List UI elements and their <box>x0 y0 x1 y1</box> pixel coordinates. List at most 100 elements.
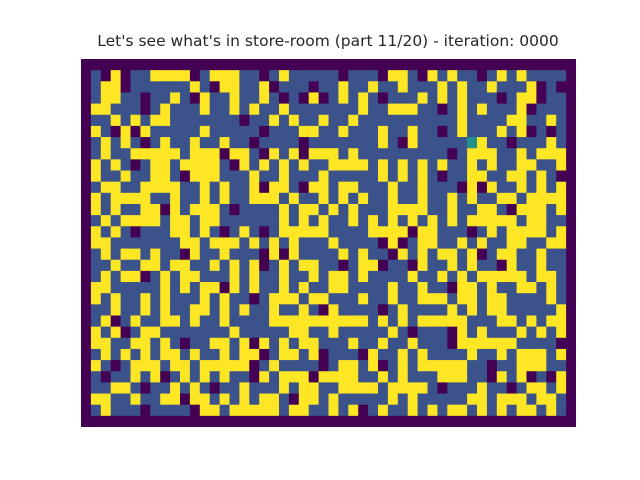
floor-cell <box>259 114 270 127</box>
box-cell <box>120 270 131 283</box>
floor-cell <box>556 125 567 138</box>
floor-cell <box>496 237 508 249</box>
floor-cell <box>437 226 448 238</box>
box-cell <box>140 203 151 216</box>
box-cell <box>387 203 399 216</box>
box-cell <box>427 70 438 82</box>
wall-cell <box>239 114 250 127</box>
floor-cell <box>298 248 310 261</box>
box-cell <box>249 404 260 417</box>
box-cell <box>338 192 349 205</box>
box-cell <box>298 159 310 171</box>
floor-cell <box>100 203 112 216</box>
wall-cell <box>566 360 576 372</box>
box-cell <box>170 259 181 272</box>
floor-cell <box>486 404 498 417</box>
box-cell <box>209 282 220 294</box>
box-cell <box>407 270 418 283</box>
box-cell <box>417 293 428 305</box>
wall-cell <box>110 415 121 427</box>
box-cell <box>536 215 547 227</box>
floor-cell <box>387 125 399 138</box>
box-cell <box>249 270 260 283</box>
box-cell <box>259 393 270 406</box>
floor-cell <box>180 137 191 149</box>
wall-cell <box>219 282 230 294</box>
floor-cell <box>556 248 567 261</box>
floor-cell <box>486 326 498 339</box>
box-cell <box>249 170 260 183</box>
floor-cell <box>279 114 290 127</box>
floor-cell <box>229 215 240 227</box>
box-cell <box>110 326 121 339</box>
box-cell <box>516 237 527 249</box>
wall-cell <box>387 248 399 261</box>
floor-cell <box>189 371 201 383</box>
box-cell <box>189 348 201 361</box>
wall-cell <box>81 237 92 249</box>
wall-cell <box>259 348 270 361</box>
floor-cell <box>348 137 359 149</box>
floor-cell <box>249 81 260 93</box>
floor-cell <box>437 70 448 82</box>
box-cell <box>140 192 151 205</box>
box-cell <box>229 326 240 339</box>
box-cell <box>437 270 448 283</box>
wall-cell <box>81 371 92 383</box>
floor-cell <box>249 226 260 238</box>
floor-cell <box>427 270 438 283</box>
box-cell <box>417 348 428 361</box>
wall-cell <box>477 248 488 261</box>
floor-cell <box>467 404 478 417</box>
floor-cell <box>348 192 359 205</box>
wall-cell <box>81 382 92 394</box>
wall-cell <box>81 360 92 372</box>
box-cell <box>348 203 359 216</box>
floor-cell <box>546 181 557 194</box>
box-cell <box>288 192 300 205</box>
box-cell <box>328 282 339 294</box>
box-cell <box>130 315 141 328</box>
box-cell <box>387 103 399 116</box>
floor-cell <box>496 282 508 294</box>
floor-cell <box>467 92 478 105</box>
floor-cell <box>249 215 260 227</box>
floor-cell <box>239 81 250 93</box>
box-cell <box>486 215 498 227</box>
floor-cell <box>269 70 280 82</box>
floor-cell <box>368 293 379 305</box>
box-cell <box>298 304 310 316</box>
floor-cell <box>358 137 369 149</box>
floor-cell <box>417 137 428 149</box>
floor-cell <box>447 237 458 249</box>
box-cell <box>397 70 409 82</box>
floor-cell <box>536 137 547 149</box>
wall-cell <box>556 337 567 350</box>
box-cell <box>447 203 458 216</box>
box-cell <box>397 248 409 261</box>
floor-cell <box>160 92 171 105</box>
box-cell <box>358 103 369 116</box>
box-cell <box>199 404 211 417</box>
floor-cell <box>477 315 488 328</box>
floor-cell <box>298 237 310 249</box>
box-cell <box>368 215 379 227</box>
floor-cell <box>249 114 260 127</box>
floor-cell <box>378 148 389 160</box>
floor-cell <box>407 293 418 305</box>
box-cell <box>318 114 329 127</box>
floor-cell <box>170 404 181 417</box>
wall-cell <box>209 415 220 427</box>
wall-cell <box>180 248 191 261</box>
box-cell <box>160 315 171 328</box>
floor-cell <box>378 81 389 93</box>
box-cell <box>229 81 240 93</box>
floor-cell <box>506 304 517 316</box>
floor-cell <box>358 237 369 249</box>
wall-cell <box>566 315 576 328</box>
floor-cell <box>180 304 191 316</box>
wall-cell <box>566 215 576 227</box>
wall-cell <box>81 59 92 71</box>
floor-cell <box>526 181 537 194</box>
box-cell <box>90 125 102 138</box>
